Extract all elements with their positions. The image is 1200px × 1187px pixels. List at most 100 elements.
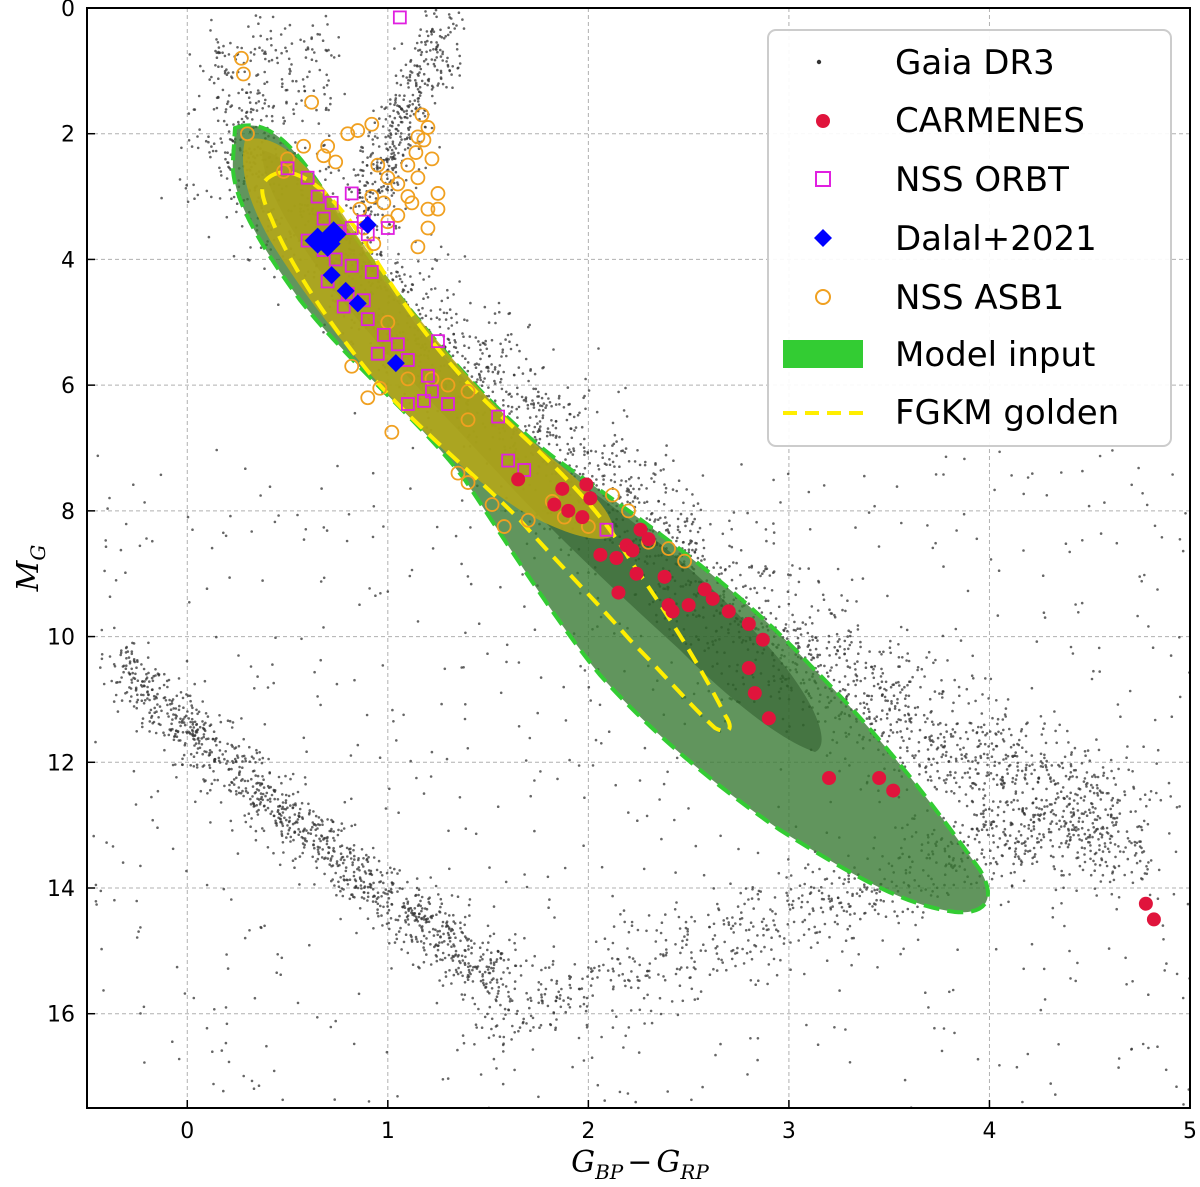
gaia-dr3-point: [789, 888, 793, 891]
gaia-dr3-point: [209, 155, 212, 159]
gaia-dr3-point: [197, 742, 201, 745]
gaia-dr3-point: [258, 751, 262, 754]
gaia-dr3-point: [120, 676, 123, 679]
gaia-dr3-point: [204, 712, 208, 715]
gaia-dr3-point: [1072, 799, 1076, 802]
gaia-dr3-point: [297, 89, 301, 93]
gaia-dr3-point: [586, 451, 590, 455]
gaia-dr3-point: [248, 259, 251, 262]
gaia-dr3-point: [918, 764, 921, 768]
gaia-dr3-point: [565, 418, 569, 422]
gaia-dr3-point: [1021, 810, 1024, 813]
gaia-dr3-point: [234, 759, 238, 763]
gaia-dr3-point: [240, 109, 244, 112]
gaia-dr3-point: [297, 827, 300, 831]
gaia-dr3-point: [977, 744, 981, 748]
gaia-dr3-point: [446, 296, 450, 300]
gaia-dr3-point: [612, 925, 616, 928]
gaia-dr3-point: [871, 671, 874, 675]
gaia-dr3-point: [495, 958, 499, 961]
gaia-dr3-point: [390, 194, 394, 197]
gaia-dr3-point: [1094, 807, 1097, 810]
gaia-dr3-point: [513, 1031, 516, 1034]
gaia-dr3-point: [695, 542, 698, 545]
gaia-dr3-point: [376, 891, 380, 894]
gaia-dr3-point: [382, 881, 385, 885]
gaia-dr3-point: [650, 511, 654, 515]
gaia-dr3-point: [435, 41, 438, 44]
gaia-dr3-point: [1008, 847, 1011, 850]
gaia-dr3-point: [471, 980, 475, 983]
gaia-dr3-point: [536, 430, 540, 434]
gaia-dr3-point: [580, 425, 584, 429]
gaia-dr3-point: [1014, 853, 1018, 856]
gaia-dr3-point: [426, 83, 429, 87]
gaia-dr3-point: [1049, 810, 1053, 814]
gaia-dr3-point: [838, 656, 841, 659]
gaia-dr3-point: [467, 903, 471, 907]
gaia-dr3-point: [427, 275, 431, 278]
gaia-dr3-point: [974, 768, 978, 771]
gaia-dr3-point: [572, 415, 576, 419]
gaia-dr3-point: [390, 272, 393, 275]
gaia-dr3-point: [1002, 830, 1005, 834]
gaia-dr3-point: [1083, 853, 1086, 856]
gaia-dr3-point: [460, 499, 464, 502]
gaia-dr3-point: [346, 855, 349, 858]
gaia-dr3-point: [331, 878, 335, 881]
gaia-dr3-point: [415, 886, 419, 890]
gaia-dr3-point: [375, 164, 379, 167]
gaia-dr3-point: [151, 679, 155, 683]
gaia-dr3-point: [1064, 774, 1068, 778]
gaia-dr3-point: [775, 928, 778, 931]
gaia-dr3-point: [744, 887, 748, 890]
gaia-dr3-point: [366, 917, 370, 920]
gaia-dr3-point: [917, 741, 921, 744]
gaia-dr3-point: [404, 115, 407, 119]
gaia-dr3-point: [408, 75, 412, 79]
gaia-dr3-point: [368, 872, 372, 876]
gaia-dr3-point: [215, 56, 219, 59]
gaia-dr3-point: [559, 1005, 563, 1009]
gaia-dr3-point: [763, 586, 766, 590]
gaia-dr3-point: [384, 135, 388, 139]
gaia-dr3-point: [1057, 763, 1060, 767]
gaia-dr3-point: [223, 71, 227, 75]
gaia-dr3-point: [380, 105, 383, 109]
gaia-dr3-point: [1091, 786, 1095, 789]
gaia-dr3-point: [261, 798, 265, 802]
gaia-dr3-point: [982, 809, 985, 813]
gaia-dr3-point: [393, 153, 396, 157]
gaia-dr3-point: [510, 395, 513, 398]
gaia-dr3-point: [1139, 797, 1142, 801]
gaia-dr3-point: [442, 311, 446, 315]
gaia-dr3-point: [638, 979, 641, 982]
gaia-dr3-point: [186, 694, 190, 697]
gaia-dr3-point: [259, 784, 262, 787]
gaia-dr3-point: [388, 942, 391, 945]
gaia-dr3-point: [583, 394, 586, 398]
gaia-dr3-point: [957, 685, 961, 689]
gaia-dr3-point: [924, 736, 928, 739]
gaia-dr3-point: [213, 757, 217, 761]
gaia-dr3-point: [235, 776, 238, 780]
gaia-dr3-point: [1013, 782, 1017, 785]
gaia-dr3-point: [539, 983, 543, 986]
gaia-dr3-point: [1004, 707, 1008, 710]
gaia-dr3-point: [662, 503, 666, 506]
gaia-dr3-point: [819, 663, 822, 667]
gaia-dr3-point: [399, 83, 403, 87]
gaia-dr3-point: [267, 786, 271, 790]
gaia-dr3-point: [852, 936, 855, 940]
gaia-dr3-point: [1078, 816, 1081, 820]
gaia-dr3-point: [711, 937, 715, 941]
gaia-dr3-point: [422, 278, 425, 281]
gaia-dr3-point: [172, 738, 176, 742]
gaia-dr3-point: [481, 978, 485, 982]
gaia-dr3-point: [477, 1007, 480, 1011]
gaia-dr3-point: [623, 979, 626, 982]
gaia-dr3-point: [755, 520, 758, 524]
gaia-dr3-point: [621, 449, 625, 453]
gaia-dr3-point: [903, 685, 906, 689]
gaia-dr3-point: [465, 936, 468, 940]
